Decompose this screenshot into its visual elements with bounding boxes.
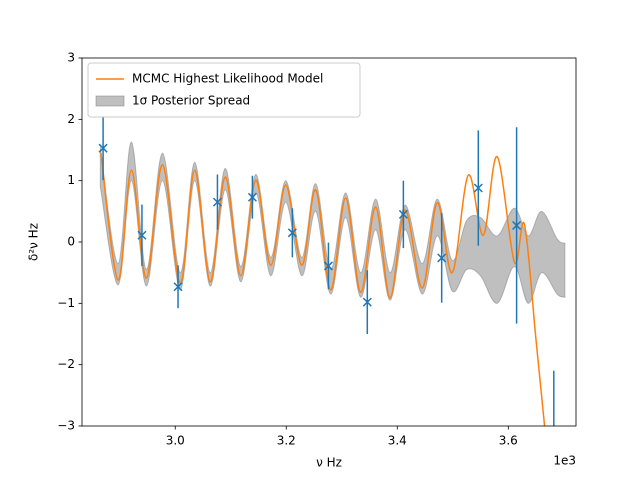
x-tick-label: 3.0 [166, 434, 185, 448]
y-tick-label: 3 [67, 51, 75, 65]
x-tick-label: 3.2 [277, 434, 296, 448]
plot-area [98, 116, 566, 426]
legend-swatch [95, 95, 125, 107]
data-point [137, 230, 147, 240]
x-axis-label: ν Hz [316, 456, 342, 470]
data-point [212, 197, 222, 207]
data-point [473, 183, 483, 193]
data-point [98, 143, 108, 153]
y-tick-label: 0 [67, 235, 75, 249]
data-point [512, 220, 522, 230]
legend-label: MCMC Highest Likelihood Model [132, 72, 323, 86]
legend-box [87, 62, 361, 118]
y-axis-label: δ²ν Hz [27, 223, 41, 261]
data-point [323, 261, 333, 271]
y-tick-label: −1 [57, 296, 75, 310]
model-line [100, 152, 546, 426]
data-point [247, 192, 257, 202]
y-tick-label: −2 [57, 357, 75, 371]
data-point [173, 282, 183, 292]
y-tick-label: 2 [67, 112, 75, 126]
legend-label: 1σ Posterior Spread [132, 94, 250, 108]
y-tick-label: 1 [67, 173, 75, 187]
posterior-band [99, 141, 566, 304]
x-tick-label: 3.4 [388, 434, 407, 448]
data-point [287, 228, 297, 238]
x-tick-label: 3.6 [499, 434, 518, 448]
data-point [362, 297, 372, 307]
x-offset-label: 1e3 [553, 454, 576, 468]
data-point [437, 253, 447, 263]
y-tick-label: −3 [57, 419, 75, 433]
data-point [398, 209, 408, 219]
